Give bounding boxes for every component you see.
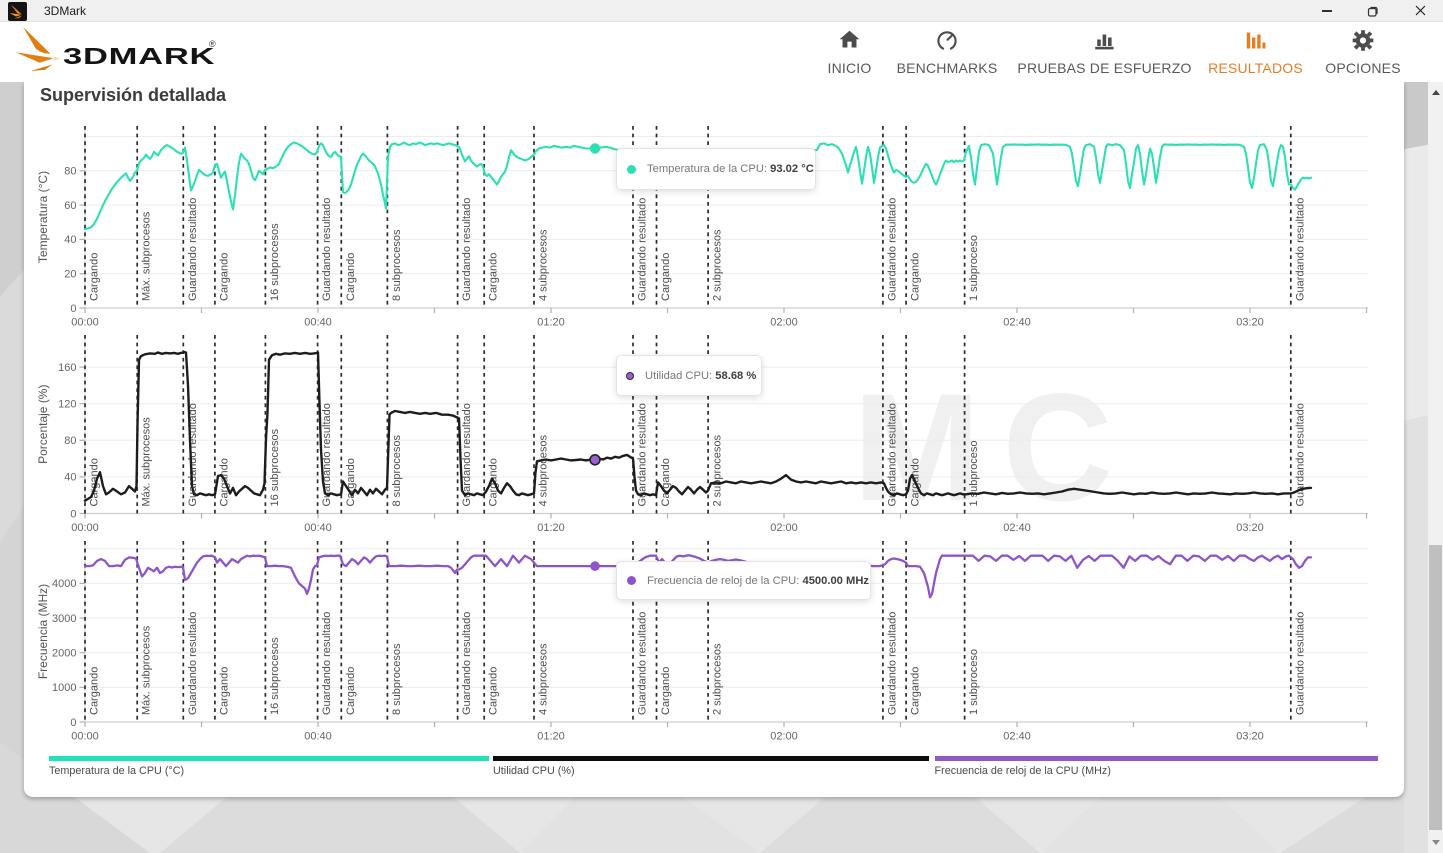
svg-text:2 subprocesos: 2 subprocesos [712, 229, 724, 301]
svg-text:Cargando: Cargando [488, 667, 500, 715]
svg-text:Máx. subprocesos: Máx. subprocesos [141, 625, 153, 715]
svg-text:Cargando: Cargando [488, 253, 500, 301]
svg-text:4 subprocesos: 4 subprocesos [538, 434, 550, 506]
svg-text:Cargando: Cargando [89, 458, 101, 506]
svg-text:4 subprocesos: 4 subprocesos [538, 229, 550, 301]
svg-text:Guardando resultado: Guardando resultado [1294, 198, 1306, 301]
svg-text:Temperatura (°C): Temperatura (°C) [36, 171, 50, 263]
svg-text:1 subproceso: 1 subproceso [968, 440, 980, 506]
svg-text:0: 0 [70, 508, 76, 520]
svg-text:8 subprocesos: 8 subprocesos [391, 643, 403, 715]
svg-text:02:40: 02:40 [1003, 522, 1031, 534]
svg-text:00:00: 00:00 [71, 317, 99, 329]
svg-text:80: 80 [64, 166, 76, 178]
svg-text:40: 40 [64, 472, 76, 484]
svg-text:Cargando: Cargando [345, 458, 357, 506]
svg-text:16 subprocesos: 16 subprocesos [269, 637, 281, 715]
svg-text:02:00: 02:00 [770, 522, 798, 534]
svg-text:Porcentaje (%): Porcentaje (%) [36, 385, 50, 464]
svg-text:0: 0 [70, 303, 76, 315]
svg-text:Guardando resultado: Guardando resultado [321, 198, 333, 301]
svg-text:Guardando resultado: Guardando resultado [321, 612, 333, 715]
svg-text:Guardando resultado: Guardando resultado [1294, 403, 1306, 506]
svg-text:02:00: 02:00 [770, 317, 798, 329]
svg-text:0: 0 [70, 717, 76, 729]
svg-text:4 subprocesos: 4 subprocesos [538, 643, 550, 715]
svg-text:Cargando: Cargando [660, 667, 672, 715]
svg-text:40: 40 [64, 234, 76, 246]
svg-text:Guardando resultado: Guardando resultado [187, 198, 199, 301]
svg-text:16 subprocesos: 16 subprocesos [269, 428, 281, 506]
svg-text:Cargando: Cargando [910, 667, 922, 715]
svg-text:Guardando resultado: Guardando resultado [637, 612, 649, 715]
svg-text:Guardando resultado: Guardando resultado [886, 198, 898, 301]
svg-text:2 subprocesos: 2 subprocesos [712, 434, 724, 506]
svg-text:02:00: 02:00 [770, 731, 798, 743]
svg-text:03:20: 03:20 [1236, 317, 1264, 329]
svg-text:03:20: 03:20 [1236, 731, 1264, 743]
svg-text:Cargando: Cargando [660, 253, 672, 301]
svg-text:01:20: 01:20 [537, 731, 565, 743]
svg-text:00:40: 00:40 [304, 317, 332, 329]
svg-text:02:40: 02:40 [1003, 317, 1031, 329]
svg-text:Cargando: Cargando [345, 667, 357, 715]
svg-text:Cargando: Cargando [910, 253, 922, 301]
svg-text:20: 20 [64, 269, 76, 281]
svg-text:Cargando: Cargando [89, 667, 101, 715]
svg-text:4000: 4000 [52, 578, 76, 590]
svg-text:1 subproceso: 1 subproceso [968, 649, 980, 715]
svg-text:00:00: 00:00 [71, 731, 99, 743]
svg-text:16 subprocesos: 16 subprocesos [269, 223, 281, 301]
svg-text:3000: 3000 [52, 613, 76, 625]
svg-text:Guardando resultado: Guardando resultado [461, 198, 473, 301]
svg-text:8 subprocesos: 8 subprocesos [391, 229, 403, 301]
svg-text:Frecuencia (MHz): Frecuencia (MHz) [36, 584, 50, 679]
svg-text:160: 160 [58, 362, 76, 374]
svg-text:Cargando: Cargando [218, 667, 230, 715]
svg-text:00:40: 00:40 [304, 522, 332, 534]
svg-text:00:00: 00:00 [71, 522, 99, 534]
svg-text:Guardando resultado: Guardando resultado [461, 612, 473, 715]
svg-text:01:20: 01:20 [537, 317, 565, 329]
svg-text:120: 120 [58, 399, 76, 411]
svg-text:Cargando: Cargando [660, 458, 672, 506]
svg-text:03:20: 03:20 [1236, 522, 1264, 534]
svg-text:60: 60 [64, 200, 76, 212]
svg-text:Guardando resultado: Guardando resultado [321, 403, 333, 506]
svg-text:Máx. subprocesos: Máx. subprocesos [141, 211, 153, 301]
svg-text:Guardando resultado: Guardando resultado [886, 612, 898, 715]
svg-text:02:40: 02:40 [1003, 731, 1031, 743]
svg-text:Guardando resultado: Guardando resultado [886, 403, 898, 506]
svg-text:1000: 1000 [52, 682, 76, 694]
svg-text:Guardando resultado: Guardando resultado [461, 403, 473, 506]
svg-text:2000: 2000 [52, 648, 76, 660]
svg-text:Guardando resultado: Guardando resultado [637, 403, 649, 506]
svg-text:8 subprocesos: 8 subprocesos [391, 434, 403, 506]
svg-text:80: 80 [64, 435, 76, 447]
svg-text:Guardando resultado: Guardando resultado [1294, 612, 1306, 715]
svg-text:Guardando resultado: Guardando resultado [187, 612, 199, 715]
svg-text:01:20: 01:20 [537, 522, 565, 534]
svg-text:2 subprocesos: 2 subprocesos [712, 643, 724, 715]
svg-text:Cargando: Cargando [345, 253, 357, 301]
svg-text:Guardando resultado: Guardando resultado [637, 198, 649, 301]
svg-text:Cargando: Cargando [218, 253, 230, 301]
svg-text:Cargando: Cargando [89, 253, 101, 301]
svg-text:Máx. subprocesos: Máx. subprocesos [141, 417, 153, 507]
svg-text:1 subproceso: 1 subproceso [968, 235, 980, 301]
svg-text:00:40: 00:40 [304, 731, 332, 743]
